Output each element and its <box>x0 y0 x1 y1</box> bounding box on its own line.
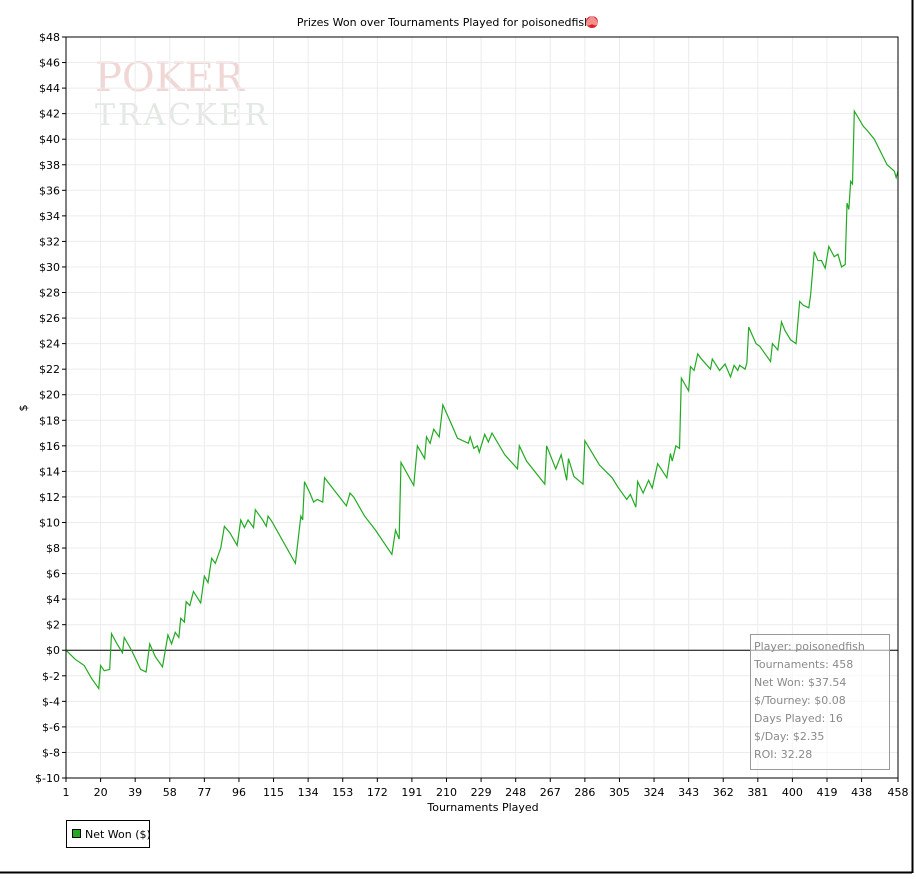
x-tick-label: 153 <box>332 786 353 799</box>
y-tick-label: $-4 <box>42 695 60 708</box>
y-tick-label: $6 <box>46 568 60 581</box>
x-tick-label: 286 <box>574 786 595 799</box>
y-tick-label: $24 <box>39 338 60 351</box>
y-tick-label: $12 <box>39 491 60 504</box>
info-line: Days Played: 16 <box>754 712 843 725</box>
y-tick-label: $36 <box>39 184 60 197</box>
x-tick-label: 172 <box>367 786 388 799</box>
info-line: Net Won: $37.54 <box>754 676 846 689</box>
y-tick-label: $20 <box>39 389 60 402</box>
y-tick-label: $34 <box>39 210 60 223</box>
y-tick-label: $18 <box>39 414 60 427</box>
x-tick-label: 343 <box>678 786 699 799</box>
watermark-text: POKER <box>95 55 246 101</box>
y-tick-label: $44 <box>39 82 60 95</box>
y-tick-label: $-6 <box>42 721 60 734</box>
legend-swatch <box>72 829 81 838</box>
x-tick-label: 77 <box>197 786 211 799</box>
x-tick-label: 39 <box>128 786 142 799</box>
y-axis-label: $ <box>17 405 30 412</box>
legend-label: Net Won ($) <box>85 828 151 841</box>
x-tick-label: 248 <box>505 786 526 799</box>
data-line <box>65 109 899 691</box>
x-tick-label: 134 <box>298 786 319 799</box>
x-tick-label: 419 <box>816 786 837 799</box>
y-tick-label: $-10 <box>35 772 60 785</box>
info-line: Player: poisonedfish <box>754 640 865 653</box>
info-box <box>750 634 890 770</box>
y-tick-label: $8 <box>46 542 60 555</box>
x-tick-label: 115 <box>263 786 284 799</box>
y-tick-label: $10 <box>39 516 60 529</box>
y-tick-label: $2 <box>46 619 60 632</box>
y-tick-label: $26 <box>39 312 60 325</box>
chart-title: Prizes Won over Tournaments Played for p… <box>297 16 591 29</box>
watermark-text: TRACKER <box>95 98 270 133</box>
info-line: ROI: 32.28 <box>754 748 812 761</box>
y-tick-label: $0 <box>46 644 60 657</box>
x-tick-label: 1 <box>63 786 70 799</box>
x-tick-label: 20 <box>94 786 108 799</box>
info-line: $/Day: $2.35 <box>754 730 824 743</box>
x-tick-label: 324 <box>644 786 665 799</box>
x-tick-label: 400 <box>782 786 803 799</box>
x-tick-label: 229 <box>471 786 492 799</box>
x-tick-label: 381 <box>747 786 768 799</box>
y-tick-label: $46 <box>39 57 60 70</box>
x-tick-label: 438 <box>851 786 872 799</box>
y-tick-label: $22 <box>39 363 60 376</box>
x-tick-label: 210 <box>436 786 457 799</box>
y-tick-label: $48 <box>39 31 60 44</box>
x-tick-label: 362 <box>713 786 734 799</box>
y-tick-label: $28 <box>39 287 60 300</box>
y-tick-label: $30 <box>39 261 60 274</box>
x-axis-label: Tournaments Played <box>426 801 538 814</box>
y-tick-label: $42 <box>39 108 60 121</box>
info-line: $/Tourney: $0.08 <box>754 694 846 707</box>
x-tick-label: 305 <box>609 786 630 799</box>
x-tick-label: 58 <box>163 786 177 799</box>
plot-frame <box>65 36 899 779</box>
y-tick-label: $40 <box>39 133 60 146</box>
y-tick-label: $38 <box>39 159 60 172</box>
title-icon <box>586 15 598 28</box>
x-tick-label: 191 <box>401 786 422 799</box>
y-tick-label: $-2 <box>42 670 60 683</box>
y-tick-label: $14 <box>39 465 60 478</box>
y-tick-label: $32 <box>39 235 60 248</box>
y-tick-label: $4 <box>46 593 60 606</box>
y-tick-label: $-8 <box>42 746 60 759</box>
x-tick-label: 458 <box>888 786 909 799</box>
info-line: Tournaments: 458 <box>753 658 853 671</box>
y-tick-label: $16 <box>39 440 60 453</box>
x-tick-label: 96 <box>232 786 246 799</box>
x-tick-label: 267 <box>540 786 561 799</box>
